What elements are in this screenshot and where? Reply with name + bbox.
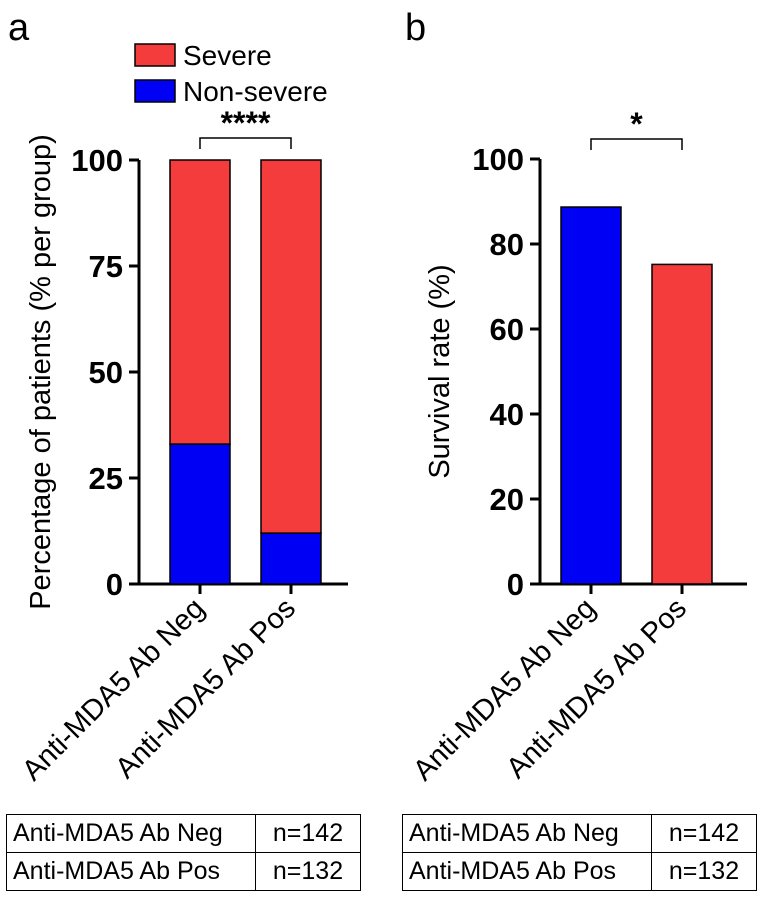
panel-letter-a: a bbox=[8, 7, 30, 49]
table-cell-label: Anti-MDA5 Ab Neg bbox=[6, 814, 256, 853]
bar-non-severe bbox=[260, 532, 322, 585]
y-axis-title: Survival rate (%) bbox=[424, 264, 456, 478]
y-tick-label: 40 bbox=[490, 397, 524, 432]
table-cell-n: n=132 bbox=[651, 852, 757, 891]
bar bbox=[560, 206, 622, 585]
significance-bracket bbox=[199, 137, 292, 149]
sample-size-table-b: Anti-MDA5 Ab Neg n=142 Anti-MDA5 Ab Pos … bbox=[402, 814, 757, 891]
table-cell-n: n=142 bbox=[651, 814, 757, 853]
x-tick-label: Anti-MDA5 Ab Pos bbox=[110, 592, 302, 784]
table-cell-n: n=132 bbox=[255, 852, 361, 891]
bar bbox=[651, 263, 713, 585]
y-axis-title: Percentage of patients (% per group) bbox=[25, 134, 57, 610]
legend-swatch bbox=[134, 79, 176, 103]
table-row: Anti-MDA5 Ab Pos n=132 bbox=[402, 852, 757, 891]
panel-letter-b: b bbox=[405, 7, 426, 49]
y-tick-label: 0 bbox=[507, 567, 524, 602]
significance-bracket bbox=[590, 138, 683, 150]
sample-size-table-a: Anti-MDA5 Ab Neg n=142 Anti-MDA5 Ab Pos … bbox=[6, 814, 361, 891]
legend-swatch bbox=[134, 43, 176, 67]
y-tick-label: 20 bbox=[490, 482, 524, 517]
table-cell-label: Anti-MDA5 Ab Pos bbox=[6, 852, 256, 891]
bar-non-severe bbox=[169, 443, 231, 585]
y-tick-label: 50 bbox=[89, 355, 123, 390]
chart-a: a 0 25 50 75 100 Percentage of patients (% pe… bbox=[8, 7, 348, 787]
x-tick-label: Anti-MDA5 Ab Pos bbox=[501, 592, 693, 784]
legend-label: Non-severe bbox=[183, 76, 328, 107]
bar-severe bbox=[169, 159, 231, 445]
y-tick-label: 80 bbox=[490, 227, 524, 262]
chart-b: b 0 20 40 60 80 100 Survival rate (%) Anti-MDA5… bbox=[405, 7, 747, 787]
significance-label: * bbox=[630, 106, 643, 142]
table-cell-label: Anti-MDA5 Ab Pos bbox=[402, 852, 652, 891]
y-tick-label: 60 bbox=[490, 312, 524, 347]
legend-label: Severe bbox=[183, 40, 272, 71]
table-row: Anti-MDA5 Ab Neg n=142 bbox=[402, 814, 757, 853]
table-row: Anti-MDA5 Ab Neg n=142 bbox=[6, 814, 361, 853]
y-tick-label: 75 bbox=[89, 249, 123, 284]
bar-severe bbox=[260, 159, 322, 534]
y-tick-label: 25 bbox=[89, 461, 123, 496]
significance-label: **** bbox=[221, 105, 271, 141]
table-cell-label: Anti-MDA5 Ab Neg bbox=[402, 814, 652, 853]
table-cell-n: n=142 bbox=[255, 814, 361, 853]
table-row: Anti-MDA5 Ab Pos n=132 bbox=[6, 852, 361, 891]
y-tick-label: 0 bbox=[106, 567, 123, 602]
y-tick-label: 100 bbox=[472, 142, 524, 177]
y-tick-label: 100 bbox=[71, 143, 123, 178]
